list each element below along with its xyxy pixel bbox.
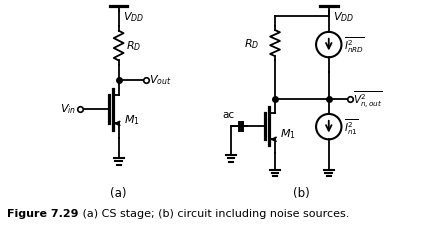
Text: $R_D$: $R_D$ — [244, 36, 260, 50]
Text: $\overline{I^2_{nRD}}$: $\overline{I^2_{nRD}}$ — [344, 36, 365, 55]
Text: $R_D$: $R_D$ — [125, 39, 141, 53]
Text: $\overline{I^2_{n1}}$: $\overline{I^2_{n1}}$ — [344, 117, 359, 137]
Text: (a): (a) — [111, 186, 127, 199]
Text: $V_{DD}$: $V_{DD}$ — [122, 10, 144, 24]
Text: Figure 7.29: Figure 7.29 — [7, 208, 79, 218]
Text: (b): (b) — [293, 186, 310, 199]
Text: $\overline{V^2_{n,out}}$: $\overline{V^2_{n,out}}$ — [353, 88, 383, 109]
Text: $V_{in}$: $V_{in}$ — [60, 102, 77, 115]
Text: ac: ac — [222, 110, 234, 119]
Text: $V_{DD}$: $V_{DD}$ — [333, 10, 354, 24]
Text: (a) CS stage; (b) circuit including noise sources.: (a) CS stage; (b) circuit including nois… — [72, 208, 349, 218]
Text: $M_1$: $M_1$ — [280, 127, 296, 141]
Text: $V_{out}$: $V_{out}$ — [149, 72, 172, 86]
Text: $M_1$: $M_1$ — [124, 112, 139, 126]
